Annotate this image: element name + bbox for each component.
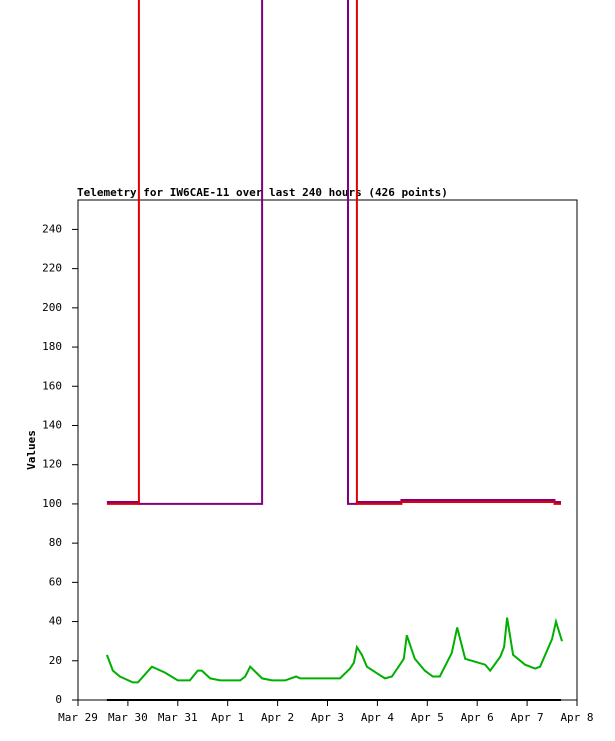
y-tick-label: 0 <box>55 693 62 706</box>
x-tick-label: Mar 29 <box>58 711 98 724</box>
x-tick-label: Mar 31 <box>158 711 198 724</box>
series-line <box>105 617 563 684</box>
x-tick-label: Apr 1 <box>211 711 244 724</box>
plot-border <box>77 199 578 701</box>
y-tick-label: 220 <box>42 262 62 275</box>
x-tick-label: Apr 4 <box>361 711 394 724</box>
y-tick-label: 80 <box>49 536 62 549</box>
y-tick-label: 140 <box>42 418 62 431</box>
y-tick-label: 20 <box>49 654 62 667</box>
y-tick-label: 100 <box>42 497 62 510</box>
x-tick-label: Apr 2 <box>261 711 294 724</box>
y-tick-label: 40 <box>49 615 62 628</box>
series-line <box>106 0 561 505</box>
series-line <box>106 0 561 505</box>
x-tick-label: Apr 7 <box>511 711 544 724</box>
x-tick-label: Apr 5 <box>411 711 444 724</box>
x-tick-label: Apr 3 <box>311 711 344 724</box>
x-tick-label: Apr 6 <box>461 711 494 724</box>
y-tick-label: 180 <box>42 340 62 353</box>
x-tick-label: Apr 8 <box>560 711 593 724</box>
y-tick-label: 160 <box>42 379 62 392</box>
x-tick-label: Mar 30 <box>108 711 148 724</box>
y-tick-label: 120 <box>42 458 62 471</box>
y-tick-label: 240 <box>42 222 62 235</box>
y-tick-label: 60 <box>49 575 62 588</box>
y-axis-label: Values <box>25 430 38 470</box>
y-tick-label: 200 <box>42 301 62 314</box>
